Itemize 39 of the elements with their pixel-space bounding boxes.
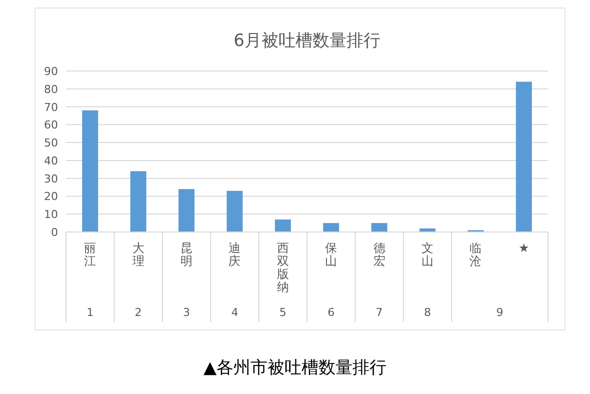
- y-tick-label: 20: [44, 190, 58, 204]
- text: 1: [86, 306, 94, 319]
- text: ▲各州市被吐槽数量排行: [203, 358, 387, 378]
- bar: [274, 219, 291, 232]
- y-tick-label: 10: [44, 208, 58, 222]
- y-tick-label: 0: [51, 226, 58, 239]
- x-tick-label: 保山: [325, 241, 338, 268]
- text: 8: [424, 306, 431, 319]
- x-tick-label: 德宏: [373, 241, 386, 268]
- x-tick-label: 昆明: [180, 241, 192, 268]
- x-tick-label: ★: [518, 241, 530, 255]
- text: 4: [231, 306, 238, 319]
- y-tick-label: 80: [44, 82, 58, 96]
- bar: [130, 171, 146, 232]
- y-tick-label: 40: [44, 154, 58, 168]
- y-tick-label: 90: [44, 65, 58, 78]
- text: 3: [183, 306, 190, 319]
- x-tick-label: 大理: [132, 241, 144, 268]
- text: 6: [328, 306, 335, 319]
- x-tick-label: 文山: [422, 241, 434, 268]
- bar: [82, 110, 98, 232]
- y-tick-label: 70: [44, 100, 58, 114]
- x-tick-label: 西双版纳: [276, 241, 289, 294]
- text: 5: [279, 306, 286, 319]
- text: 2: [134, 306, 142, 319]
- x-tick-label: 迪庆: [228, 241, 241, 268]
- x-tick-label: 丽江: [84, 241, 96, 268]
- text: 9: [496, 306, 504, 319]
- bar: [323, 223, 340, 232]
- bar: [178, 189, 194, 232]
- chart-title: 6月被吐槽数量排行: [234, 31, 380, 51]
- y-tick-label: 50: [44, 136, 58, 150]
- y-tick-label: 30: [44, 172, 58, 186]
- bar: [516, 82, 532, 232]
- bar: [371, 223, 388, 232]
- text: 7: [376, 306, 383, 319]
- bar: [226, 190, 243, 232]
- y-tick-label: 60: [44, 118, 58, 132]
- x-tick-label: 临沧: [470, 241, 482, 268]
